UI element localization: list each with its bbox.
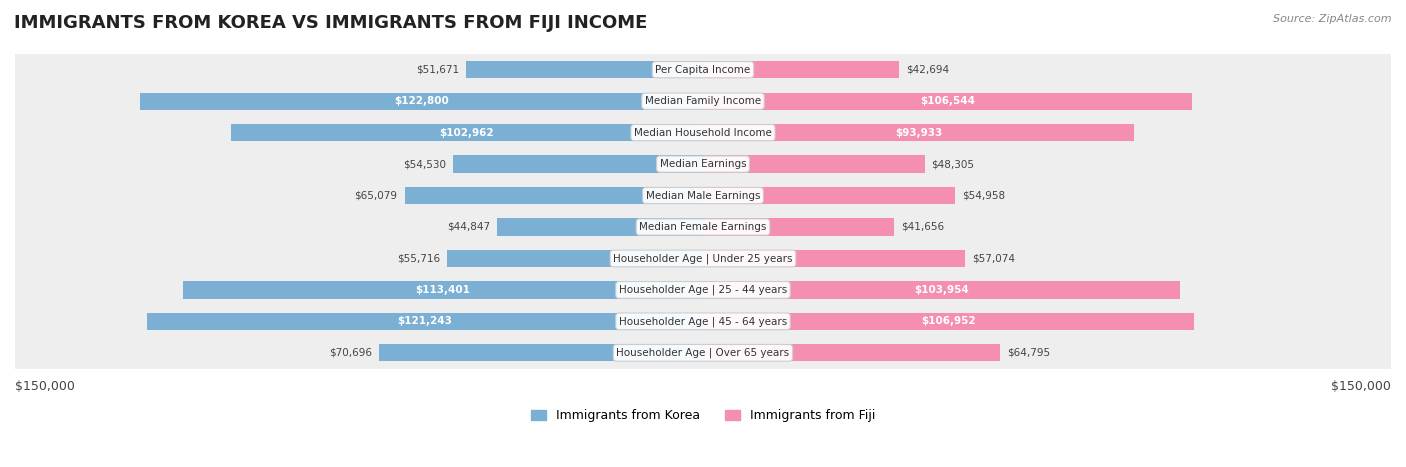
Bar <box>139 92 703 110</box>
Bar <box>498 219 703 236</box>
Text: Source: ZipAtlas.com: Source: ZipAtlas.com <box>1274 14 1392 24</box>
Bar <box>378 344 703 361</box>
Text: $64,795: $64,795 <box>1007 348 1050 358</box>
Text: $103,954: $103,954 <box>914 285 969 295</box>
Text: $51,671: $51,671 <box>416 65 460 75</box>
Text: $57,074: $57,074 <box>972 254 1015 263</box>
Bar <box>15 211 1391 243</box>
Text: Householder Age | 25 - 44 years: Householder Age | 25 - 44 years <box>619 285 787 295</box>
Text: Householder Age | 45 - 64 years: Householder Age | 45 - 64 years <box>619 316 787 326</box>
Text: $41,656: $41,656 <box>901 222 943 232</box>
Bar <box>703 92 1192 110</box>
Bar <box>15 274 1391 305</box>
Bar <box>703 250 965 267</box>
Bar <box>447 250 703 267</box>
Text: $70,696: $70,696 <box>329 348 371 358</box>
Text: $54,530: $54,530 <box>404 159 446 169</box>
Text: IMMIGRANTS FROM KOREA VS IMMIGRANTS FROM FIJI INCOME: IMMIGRANTS FROM KOREA VS IMMIGRANTS FROM… <box>14 14 647 32</box>
Bar <box>15 85 1391 117</box>
Bar <box>703 187 955 204</box>
Text: Per Capita Income: Per Capita Income <box>655 65 751 75</box>
Text: $121,243: $121,243 <box>398 316 453 326</box>
Bar <box>465 61 703 78</box>
Bar <box>146 313 703 330</box>
Text: $106,544: $106,544 <box>920 96 974 106</box>
Bar <box>15 117 1391 149</box>
Bar <box>15 305 1391 337</box>
Bar <box>15 180 1391 211</box>
Text: $113,401: $113,401 <box>416 285 471 295</box>
Bar <box>15 337 1391 368</box>
Text: $48,305: $48,305 <box>931 159 974 169</box>
Text: $150,000: $150,000 <box>1331 380 1391 393</box>
Text: $55,716: $55,716 <box>398 254 440 263</box>
Text: Median Male Earnings: Median Male Earnings <box>645 191 761 200</box>
Bar <box>703 313 1194 330</box>
Bar <box>703 281 1180 298</box>
Text: Householder Age | Under 25 years: Householder Age | Under 25 years <box>613 253 793 264</box>
Bar <box>703 344 1000 361</box>
Bar <box>703 156 925 173</box>
Bar <box>15 243 1391 274</box>
Text: $106,952: $106,952 <box>921 316 976 326</box>
Text: $102,962: $102,962 <box>440 127 494 138</box>
Bar <box>703 219 894 236</box>
Text: Householder Age | Over 65 years: Householder Age | Over 65 years <box>616 347 790 358</box>
Bar <box>15 54 1391 85</box>
Bar <box>703 124 1133 142</box>
Text: $122,800: $122,800 <box>394 96 449 106</box>
Bar <box>231 124 703 142</box>
Legend: Immigrants from Korea, Immigrants from Fiji: Immigrants from Korea, Immigrants from F… <box>526 404 880 427</box>
Bar <box>15 149 1391 180</box>
Text: $54,958: $54,958 <box>962 191 1005 200</box>
Text: Median Family Income: Median Family Income <box>645 96 761 106</box>
Bar <box>703 61 898 78</box>
Text: $93,933: $93,933 <box>894 127 942 138</box>
Text: Median Female Earnings: Median Female Earnings <box>640 222 766 232</box>
Text: Median Earnings: Median Earnings <box>659 159 747 169</box>
Text: $150,000: $150,000 <box>15 380 75 393</box>
Text: $65,079: $65,079 <box>354 191 398 200</box>
Bar <box>183 281 703 298</box>
Text: $42,694: $42,694 <box>905 65 949 75</box>
Text: Median Household Income: Median Household Income <box>634 127 772 138</box>
Bar <box>453 156 703 173</box>
Bar <box>405 187 703 204</box>
Text: $44,847: $44,847 <box>447 222 491 232</box>
